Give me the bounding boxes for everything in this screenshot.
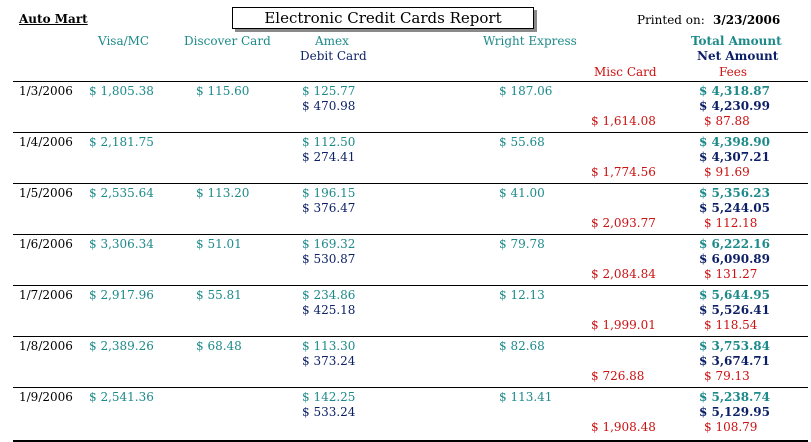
row-misc: $ 1,774.56	[591, 165, 656, 179]
row-net: $ 5,129.95	[699, 405, 770, 419]
row-visa: $ 2,181.75	[89, 135, 154, 149]
row-fees: $ 91.69	[704, 165, 750, 179]
row-debit: $ 470.98	[302, 99, 356, 113]
row-date: 1/3/2006	[19, 84, 73, 98]
row-amex: $ 113.30	[302, 339, 356, 353]
row-wright: $ 187.06	[499, 84, 553, 98]
row-date: 1/9/2006	[19, 390, 73, 404]
row-total: $ 4,398.90	[699, 135, 770, 149]
row-fees: $ 118.54	[704, 318, 758, 332]
column-header-wright: Wright Express	[483, 34, 577, 48]
row-misc: $ 2,084.84	[591, 267, 656, 281]
row-total: $ 4,318.87	[699, 84, 770, 98]
row-date: 1/7/2006	[19, 288, 73, 302]
row-date: 1/6/2006	[19, 237, 73, 251]
column-header-debit: Debit Card	[300, 49, 367, 63]
row-fees: $ 79.13	[704, 369, 750, 383]
row-total: $ 5,356.23	[699, 186, 770, 200]
row-amex: $ 234.86	[302, 288, 356, 302]
row-net: $ 6,090.89	[699, 252, 770, 266]
column-header-net: Net Amount	[697, 49, 779, 63]
row-total: $ 6,222.16	[699, 237, 770, 251]
row-fees: $ 108.79	[704, 420, 758, 434]
printed-date: 3/23/2006	[713, 13, 781, 27]
row-discover: $ 51.01	[196, 237, 242, 251]
row-date: 1/5/2006	[19, 186, 73, 200]
row-debit: $ 373.24	[302, 354, 356, 368]
column-header-fees: Fees	[719, 65, 748, 79]
column-header-visa: Visa/MC	[98, 34, 150, 48]
row-divider	[13, 81, 808, 82]
row-divider	[13, 285, 808, 286]
row-divider	[13, 336, 808, 337]
row-amex: $ 112.50	[302, 135, 356, 149]
row-divider	[13, 183, 808, 184]
column-header-amex: Amex	[315, 34, 349, 48]
row-discover: $ 68.48	[196, 339, 242, 353]
row-misc: $ 1,908.48	[591, 420, 656, 434]
row-total: $ 3,753.84	[699, 339, 770, 353]
column-header-misc: Misc Card	[594, 65, 657, 79]
printed-on-label: Printed on:	[637, 13, 705, 27]
row-wright: $ 82.68	[499, 339, 545, 353]
row-misc: $ 2,093.77	[591, 216, 656, 230]
row-discover: $ 55.81	[196, 288, 242, 302]
row-fees: $ 131.27	[704, 267, 758, 281]
row-amex: $ 125.77	[302, 84, 356, 98]
row-wright: $ 113.41	[499, 390, 553, 404]
column-header-discover: Discover Card	[184, 34, 271, 48]
row-net: $ 5,244.05	[699, 201, 770, 215]
row-net: $ 5,526.41	[699, 303, 770, 317]
row-wright: $ 79.78	[499, 237, 545, 251]
row-net: $ 4,307.21	[699, 150, 770, 164]
row-amex: $ 196.15	[302, 186, 356, 200]
row-net: $ 4,230.99	[699, 99, 770, 113]
row-debit: $ 530.87	[302, 252, 356, 266]
column-header-total: Total Amount	[691, 34, 782, 48]
row-visa: $ 1,805.38	[89, 84, 154, 98]
row-discover: $ 113.20	[196, 186, 250, 200]
row-discover: $ 115.60	[196, 84, 250, 98]
row-amex: $ 142.25	[302, 390, 356, 404]
row-debit: $ 425.18	[302, 303, 356, 317]
row-visa: $ 2,917.96	[89, 288, 154, 302]
row-total: $ 5,644.95	[699, 288, 770, 302]
row-wright: $ 41.00	[499, 186, 545, 200]
row-visa: $ 2,541.36	[89, 390, 154, 404]
row-visa: $ 3,306.34	[89, 237, 154, 251]
row-visa: $ 2,389.26	[89, 339, 154, 353]
row-date: 1/4/2006	[19, 135, 73, 149]
row-debit: $ 533.24	[302, 405, 356, 419]
row-fees: $ 87.88	[704, 114, 750, 128]
row-misc: $ 1,614.08	[591, 114, 656, 128]
row-misc: $ 726.88	[591, 369, 645, 383]
row-date: 1/8/2006	[19, 339, 73, 353]
row-wright: $ 12.13	[499, 288, 545, 302]
row-wright: $ 55.68	[499, 135, 545, 149]
report-title: Electronic Credit Cards Report	[232, 7, 534, 29]
row-net: $ 3,674.71	[699, 354, 770, 368]
row-misc: $ 1,999.01	[591, 318, 656, 332]
row-debit: $ 376.47	[302, 201, 356, 215]
row-visa: $ 2,535.64	[89, 186, 154, 200]
row-debit: $ 274.41	[302, 150, 356, 164]
row-divider	[13, 132, 808, 133]
row-total: $ 5,238.74	[699, 390, 770, 404]
row-amex: $ 169.32	[302, 237, 356, 251]
row-divider	[13, 387, 808, 388]
row-fees: $ 112.18	[704, 216, 758, 230]
row-divider	[13, 234, 808, 235]
company-name: Auto Mart	[19, 12, 88, 26]
